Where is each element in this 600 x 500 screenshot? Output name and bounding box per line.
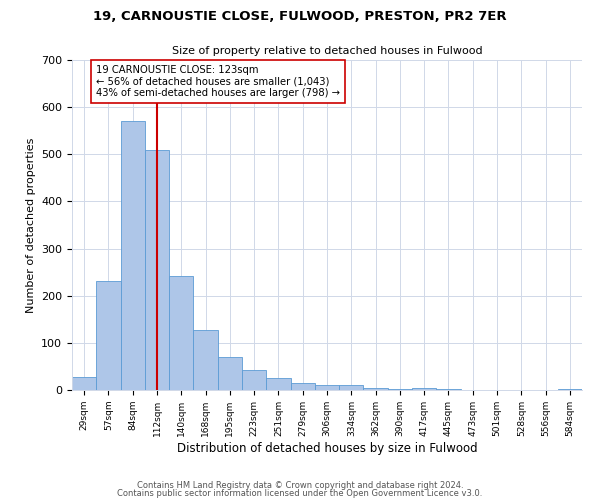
Bar xyxy=(290,383,315,390)
Text: Contains public sector information licensed under the Open Government Licence v3: Contains public sector information licen… xyxy=(118,488,482,498)
Text: 19 CARNOUSTIE CLOSE: 123sqm
← 56% of detached houses are smaller (1,043)
43% of : 19 CARNOUSTIE CLOSE: 123sqm ← 56% of det… xyxy=(96,64,340,98)
Text: 19, CARNOUSTIE CLOSE, FULWOOD, PRESTON, PR2 7ER: 19, CARNOUSTIE CLOSE, FULWOOD, PRESTON, … xyxy=(93,10,507,23)
Bar xyxy=(558,388,582,390)
Bar xyxy=(169,276,193,390)
Y-axis label: Number of detached properties: Number of detached properties xyxy=(26,138,35,312)
Bar xyxy=(266,378,290,390)
Bar xyxy=(339,386,364,390)
Bar xyxy=(388,389,412,390)
Bar xyxy=(121,122,145,390)
Bar xyxy=(436,389,461,390)
Title: Size of property relative to detached houses in Fulwood: Size of property relative to detached ho… xyxy=(172,46,482,56)
Bar xyxy=(364,388,388,390)
Bar xyxy=(315,386,339,390)
Bar xyxy=(96,280,121,390)
Bar xyxy=(145,150,169,390)
Bar xyxy=(242,370,266,390)
Text: Contains HM Land Registry data © Crown copyright and database right 2024.: Contains HM Land Registry data © Crown c… xyxy=(137,481,463,490)
Bar xyxy=(218,357,242,390)
Bar xyxy=(412,388,436,390)
Bar xyxy=(193,330,218,390)
X-axis label: Distribution of detached houses by size in Fulwood: Distribution of detached houses by size … xyxy=(176,442,478,454)
Bar xyxy=(72,377,96,390)
